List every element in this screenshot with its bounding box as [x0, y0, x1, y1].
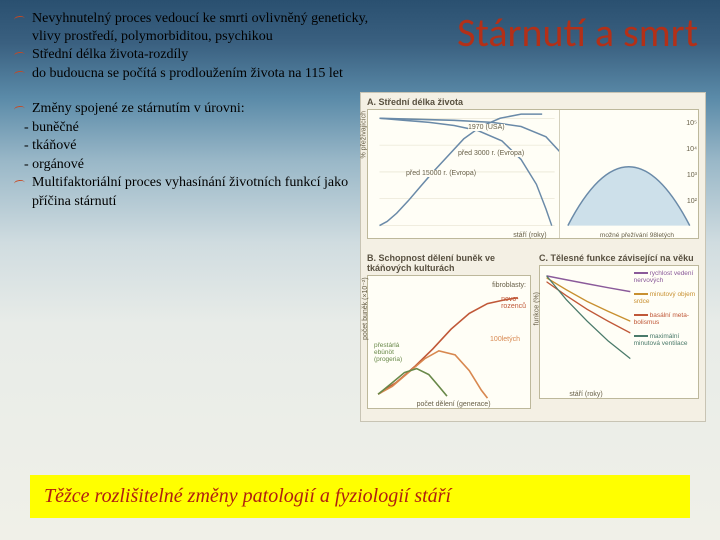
panel-c-legend: rychlost vedení nervových minutový objem…: [632, 266, 698, 398]
panel-c-ylabel: funkce (%): [534, 292, 541, 325]
y2-2: 10³: [687, 172, 697, 179]
panel-a-right-svg: [560, 110, 698, 238]
panel-a-sublabel: možné přežívání 98letých: [600, 232, 674, 239]
bullet-4: Změny spojené ze stárnutím v úrovni:: [14, 100, 374, 118]
b-lbl2: novo- rozenců: [501, 296, 526, 310]
panel-c-title: C. Tělesné funkce závisející na věku: [539, 253, 699, 263]
legend-3: basální meta- bolismus: [634, 312, 696, 327]
sub-2: - tkáňové: [14, 137, 374, 155]
panel-c-svg: [540, 266, 632, 398]
legend-1: rychlost vedení nervových: [634, 270, 696, 285]
panel-a-ylabel: % přežívajících: [361, 111, 368, 158]
panel-a-title: A. Střední délka života: [367, 97, 699, 107]
sub-3: - orgánové: [14, 156, 374, 174]
bullet-2: Střední délka života-rozdíly: [14, 46, 374, 64]
chart-panel-b: B. Schopnost dělení buněk ve tkáňových k…: [367, 253, 531, 413]
b-lbl1: fibroblasty:: [492, 282, 526, 289]
slide-title: Stárnutí a smrt: [457, 8, 698, 57]
legend-4: maximální minutová ventilace: [634, 333, 696, 348]
panel-b-ylabel: počet buněk (×10⁻²): [361, 277, 369, 340]
bullet-1: Nevyhnutelný proces vedoucí ke smrti ovl…: [14, 10, 374, 45]
y2-4: 10⁵: [686, 120, 697, 127]
chart-panel-c: C. Tělesné funkce závisející na věku fun…: [539, 253, 699, 413]
b-lbl4: 100letých: [490, 336, 520, 343]
panel-a-xlabel: stáří (roky): [513, 232, 546, 239]
chart-panel-a: A. Střední délka života před 15000 r. (E…: [367, 97, 699, 243]
y2-1: 10²: [687, 198, 697, 205]
panel-c-xlabel: stáří (roky): [569, 391, 602, 398]
panel-b-xlabel: počet dělení (generace): [417, 401, 491, 408]
chart-figure: A. Střední délka života před 15000 r. (E…: [360, 92, 706, 422]
sub-1: - buněčné: [14, 119, 374, 137]
legend-2: minutový objem srdce: [634, 291, 696, 306]
annot-2: před 3000 r. (Evropa): [458, 150, 524, 157]
annot-1: před 15000 r. (Evropa): [406, 170, 476, 177]
bullet-group-1: Nevyhnutelný proces vedoucí ke smrti ovl…: [14, 10, 374, 82]
bullet-group-2: Změny spojené ze stárnutím v úrovni: - b…: [14, 100, 374, 210]
annot-3: 1970 (USA): [468, 124, 505, 131]
sub-4: příčina stárnutí: [14, 193, 374, 211]
panel-b-title: B. Schopnost dělení buněk ve tkáňových k…: [367, 253, 531, 273]
bullet-5: Multifaktoriální proces vyhasínání život…: [14, 174, 374, 192]
highlight-banner: Těžce rozlišitelné změny patologií a fyz…: [30, 475, 690, 518]
y2-3: 10⁴: [686, 146, 697, 153]
bullet-3: do budoucna se počítá s prodloužením živ…: [14, 65, 374, 83]
b-lbl3: přestárlá ebünöt (progeria): [374, 342, 402, 363]
